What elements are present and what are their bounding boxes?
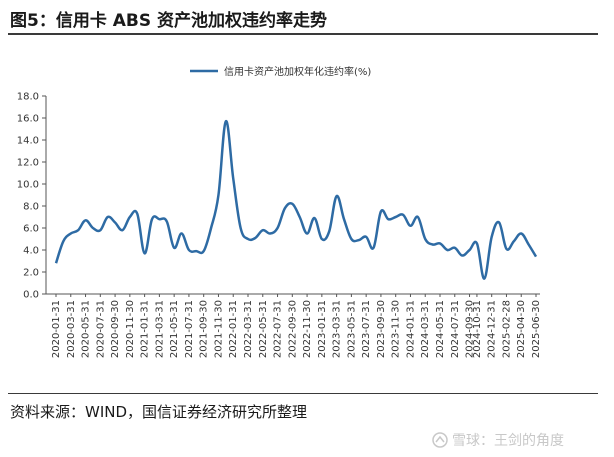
x-tick-label: 2021-05-31 [169,300,180,358]
x-tick-label: 2023-11-30 [391,300,402,358]
x-tick-label: 2020-07-31 [95,300,106,358]
source-note: 资料来源：WIND，国信证券经济研究所整理 [10,403,308,421]
x-tick-label: 2024-12-31 [487,300,498,358]
watermark: 雪球：王剑的角度 [432,430,564,450]
y-tick-label: 0.0 [23,290,39,301]
x-tick-label: 2021-03-31 [154,300,165,358]
series-line [54,120,538,280]
x-tick-label: 2020-01-31 [51,300,62,358]
x-tick-label: 2020-11-30 [125,300,136,358]
x-tick-label: 2022-11-30 [302,300,313,358]
y-tick-label: 14.0 [17,136,39,147]
x-tick-label: 2025-04-30 [516,300,527,358]
x-tick-label: 2020-09-30 [110,300,121,358]
x-tick-label: 2024-10-31 [472,300,483,358]
x-tick-label: 2023-03-31 [332,300,343,358]
y-tick-label: 8.0 [23,202,39,213]
bottom-rule [8,393,598,394]
y-tick-label: 18.0 [17,92,39,103]
watermark-text: 雪球：王剑的角度 [452,433,564,449]
y-tick-label: 6.0 [23,224,39,235]
snowball-logo-icon [432,432,448,448]
x-tick-label: 2021-01-31 [140,300,151,358]
x-tick-label: 2020-05-31 [81,300,92,358]
x-tick-label: 2024-09-30 [465,300,476,358]
y-tick-label: 10.0 [17,180,39,191]
y-tick-label: 2.0 [23,268,39,279]
line-chart: 信用卡资产池加权年化违约率(%) 0.0 2.0 4.0 6.0 8.0 10.0 12.0 1… [17,65,542,358]
x-tick-label: 2022-03-31 [243,300,254,358]
x-tick-label: 2021-09-30 [199,300,210,358]
x-tick-label: 2025-06-30 [531,300,542,358]
x-tick-label: 2023-07-31 [361,300,372,358]
y-tick-label: 16.0 [17,114,39,125]
x-tick-label: 2023-09-30 [376,300,387,358]
x-tick-label: 2022-05-31 [258,300,269,358]
x-tick-label: 2023-05-31 [346,300,357,358]
top-rule [8,33,598,35]
x-tick-label: 2022-09-30 [287,300,298,358]
x-tick-label: 2024-05-31 [435,300,446,358]
x-tick-label: 2025-02-28 [501,300,512,358]
x-tick-label: 2023-01-31 [317,300,328,358]
x-tick-label: 2021-07-31 [184,300,195,358]
x-tick-label: 2021-11-30 [213,300,224,358]
x-tick-label: 2020-03-31 [66,300,77,358]
y-tick-label: 12.0 [17,158,39,169]
y-tick-label: 4.0 [23,246,39,257]
x-tick-label: 2024-03-31 [420,300,431,358]
x-tick-label: 2024-01-31 [405,300,416,358]
legend-label: 信用卡资产池加权年化违约率(%) [224,65,371,78]
x-tick-label: 2024-07-31 [450,300,461,358]
x-tick-label: 2022-01-31 [228,300,239,358]
x-tick-label: 2022-07-31 [273,300,284,358]
figure-title: 图5：信用卡 ABS 资产池加权违约率走势 [10,11,328,31]
